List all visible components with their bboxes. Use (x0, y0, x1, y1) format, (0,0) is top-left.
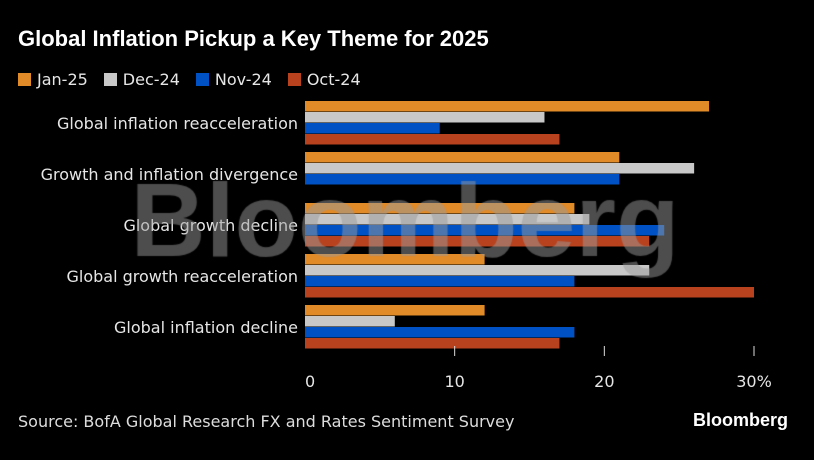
bar (305, 254, 485, 265)
category-label: Global inflation reacceleration (57, 114, 298, 133)
x-tick-label: 30% (736, 372, 772, 391)
bar (305, 327, 575, 338)
source-note: Source: BofA Global Research FX and Rate… (18, 412, 515, 431)
bar (305, 276, 575, 287)
x-tick-label: 20 (594, 372, 614, 391)
bar (305, 101, 710, 112)
bar (305, 203, 575, 214)
bar (305, 265, 650, 276)
bar (305, 225, 665, 236)
bar (305, 338, 560, 349)
category-label: Global growth reacceleration (66, 267, 298, 286)
category-label: Global growth decline (123, 216, 298, 235)
category-label: Growth and inflation divergence (41, 165, 298, 184)
bar (305, 214, 590, 225)
x-tick-label: 10 (444, 372, 464, 391)
bar (305, 152, 620, 163)
bar (305, 305, 485, 316)
bar (305, 236, 650, 247)
brand-logo: Bloomberg (692, 410, 788, 430)
bar (305, 163, 695, 174)
x-tick-label: 0 (305, 372, 315, 391)
bar (305, 316, 395, 327)
bar (305, 112, 545, 123)
bar (305, 134, 560, 145)
bar (305, 287, 754, 298)
bar (305, 174, 620, 185)
bar (305, 123, 440, 134)
category-label: Global inflation decline (114, 318, 298, 337)
